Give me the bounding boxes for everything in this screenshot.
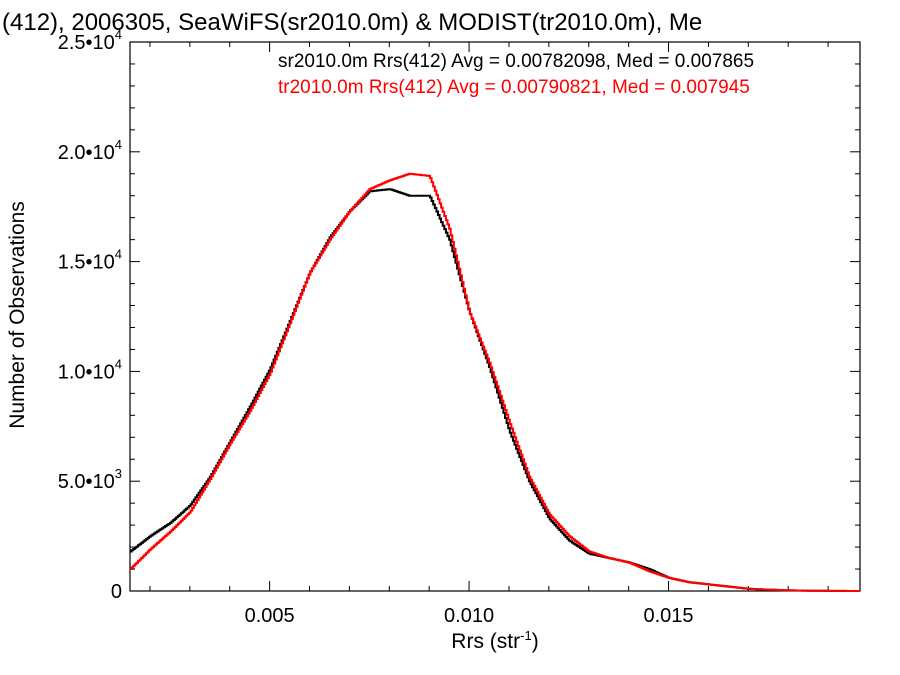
y-tick-label: 1.5•104 <box>58 247 122 274</box>
x-axis-label: Rrs (str-1) <box>451 628 538 653</box>
x-tick-label: 0.015 <box>643 605 693 627</box>
y-tick-label: 0 <box>111 581 122 603</box>
chart-title: (412), 2006305, SeaWiFS(sr2010.0m) & MOD… <box>2 9 702 36</box>
y-tick-label: 2.0•104 <box>58 137 122 164</box>
y-tick-label: 1.0•104 <box>58 356 122 383</box>
legend-entry-tr2010: tr2010.0m Rrs(412) Avg = 0.00790821, Med… <box>278 77 750 98</box>
y-tick-label: 5.0•103 <box>58 466 122 493</box>
y-tick-labels: 0 5.0•103 1.0•104 1.5•104 2.0•104 2.5•104 <box>58 27 122 603</box>
y-axis-label: Number of Observations <box>6 201 29 429</box>
x-tick-labels: 0.005 0.010 0.015 <box>245 605 694 627</box>
series-lines <box>130 172 860 592</box>
plot-frame <box>129 41 861 592</box>
x-tick-label: 0.005 <box>245 605 295 627</box>
legend-entry-sr2010: sr2010.0m Rrs(412) Avg = 0.00782098, Med… <box>278 51 754 72</box>
plot-area <box>129 41 861 592</box>
y-tick-label: 2.5•104 <box>58 27 122 54</box>
series-sr2010-line <box>130 188 860 592</box>
x-tick-label: 0.010 <box>444 605 494 627</box>
series-tr2010-line <box>130 172 860 592</box>
